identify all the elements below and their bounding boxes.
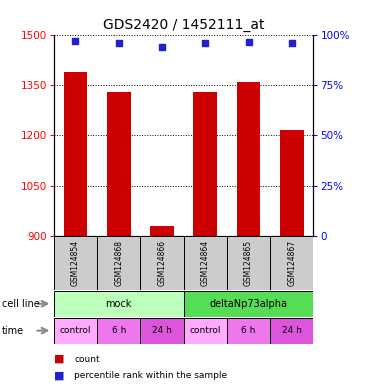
Text: ■: ■ (54, 354, 64, 364)
Bar (280, 130, 304, 236)
Text: mock: mock (105, 299, 132, 309)
Bar (54, 318, 97, 344)
Bar (97, 318, 140, 344)
Bar (140, 236, 184, 290)
Text: GSM124864: GSM124864 (201, 240, 210, 286)
Text: GSM124868: GSM124868 (114, 240, 123, 286)
Text: 24 h: 24 h (282, 326, 302, 335)
Text: deltaNp73alpha: deltaNp73alpha (210, 299, 288, 309)
Text: cell line: cell line (2, 299, 40, 309)
Bar (150, 226, 174, 236)
Bar (237, 82, 260, 236)
Point (116, 40, 122, 46)
Title: GDS2420 / 1452111_at: GDS2420 / 1452111_at (103, 18, 265, 32)
Text: control: control (60, 326, 91, 335)
Bar (270, 318, 313, 344)
Text: GSM124865: GSM124865 (244, 240, 253, 286)
Point (159, 44, 165, 50)
Bar (270, 236, 313, 290)
Bar (140, 318, 184, 344)
Bar (184, 291, 313, 317)
Point (246, 38, 252, 45)
Bar (184, 318, 227, 344)
Text: 6 h: 6 h (242, 326, 256, 335)
Text: GSM124866: GSM124866 (158, 240, 167, 286)
Bar (63, 71, 87, 236)
Text: count: count (74, 354, 100, 364)
Point (202, 40, 208, 46)
Bar (184, 236, 227, 290)
Bar (107, 92, 131, 236)
Text: ■: ■ (54, 371, 64, 381)
Text: percentile rank within the sample: percentile rank within the sample (74, 371, 227, 380)
Text: GSM124854: GSM124854 (71, 240, 80, 286)
Bar (227, 236, 270, 290)
Bar (54, 236, 97, 290)
Bar (193, 92, 217, 236)
Text: GSM124867: GSM124867 (288, 240, 296, 286)
Text: control: control (190, 326, 221, 335)
Bar (227, 318, 270, 344)
Text: 6 h: 6 h (112, 326, 126, 335)
Point (289, 40, 295, 46)
Bar (97, 236, 140, 290)
Text: time: time (2, 326, 24, 336)
Text: 24 h: 24 h (152, 326, 172, 335)
Bar (54, 291, 184, 317)
Point (72, 38, 78, 44)
